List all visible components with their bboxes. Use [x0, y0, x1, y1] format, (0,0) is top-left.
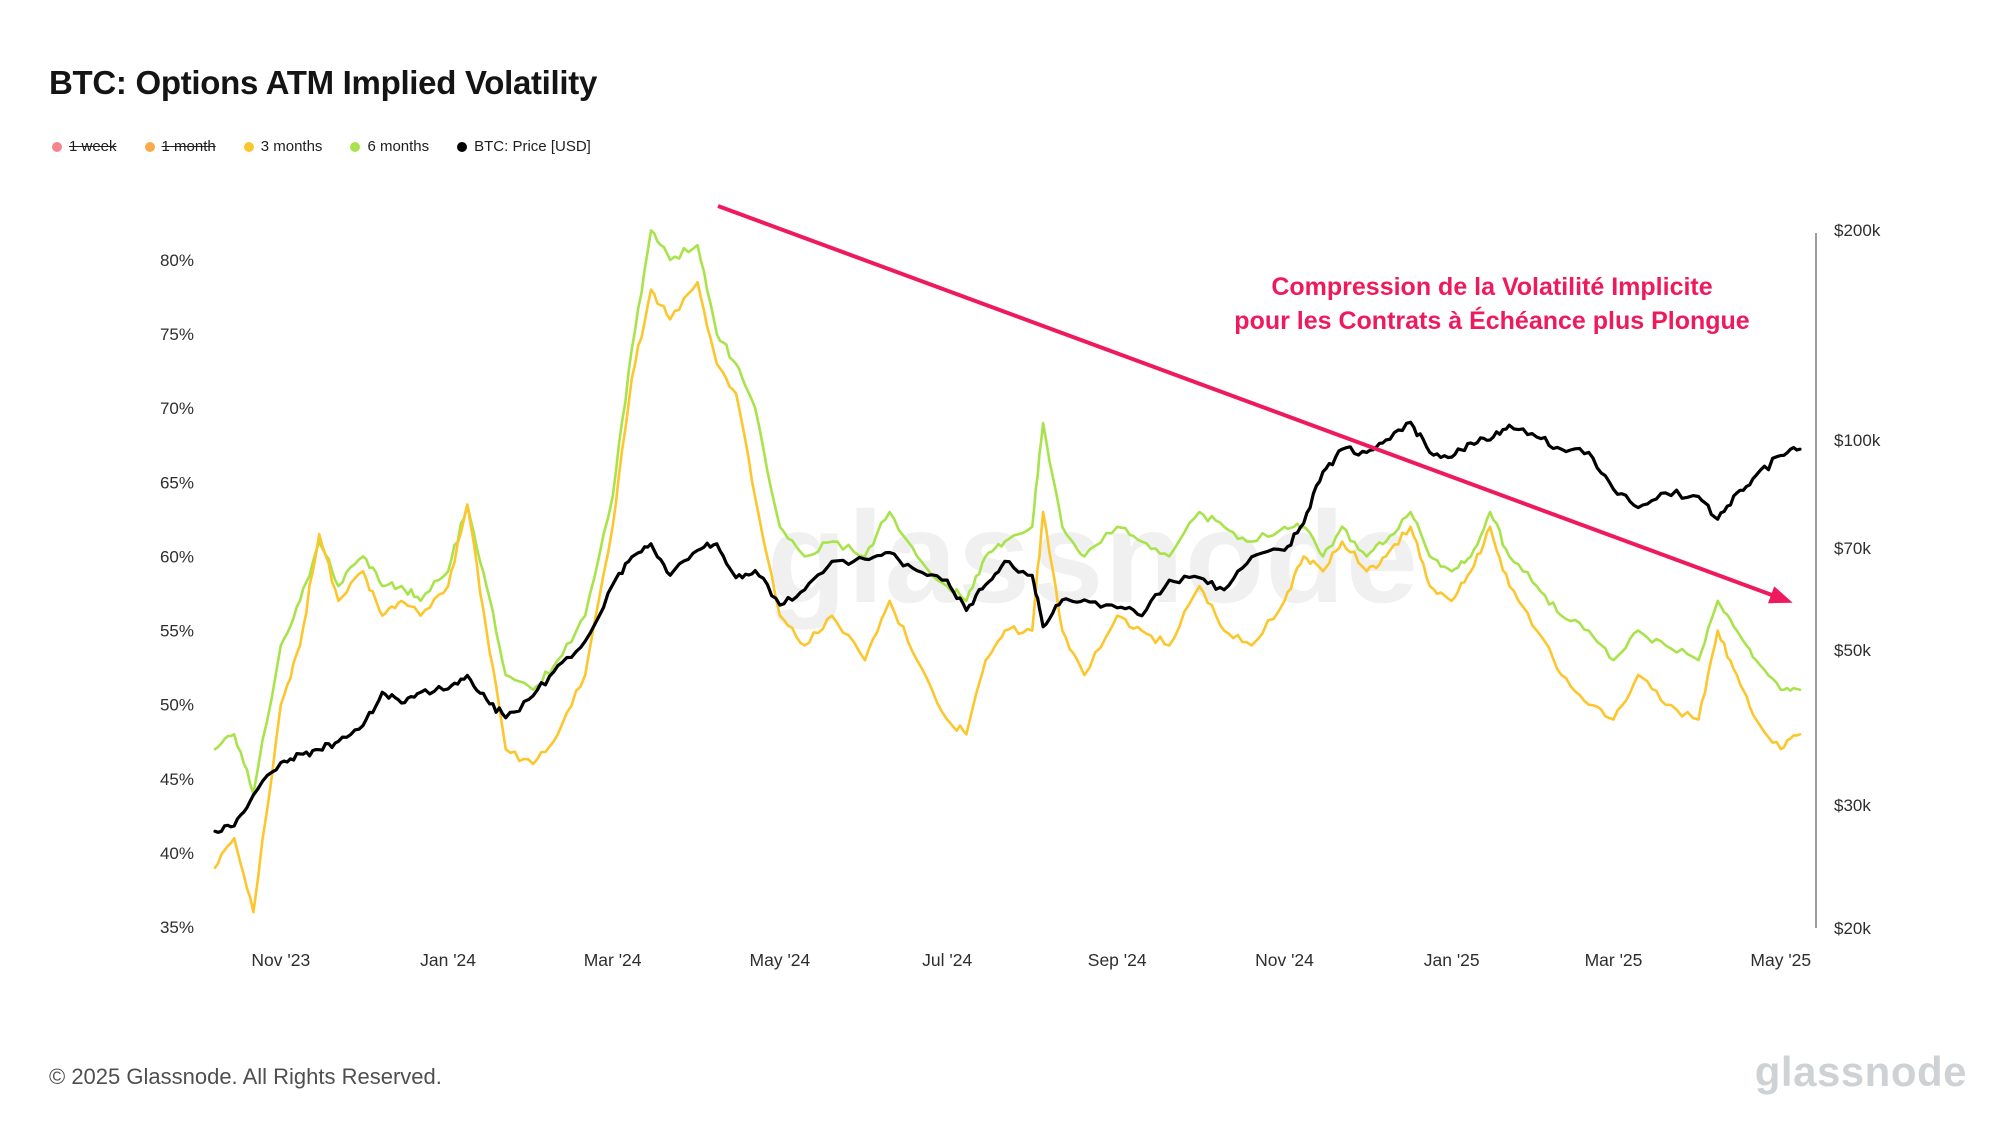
x-axis-label: Sep '24 [1088, 950, 1147, 970]
legend-item-6-months[interactable]: 6 months [350, 138, 429, 155]
legend-dot-icon [52, 141, 62, 152]
left-axis-label: 80% [160, 251, 194, 270]
annotation-line-1: Compression de la Volatilité Implicite [1271, 273, 1713, 301]
x-axis-label: May '24 [750, 950, 811, 970]
x-axis-label: Jan '25 [1424, 950, 1480, 970]
legend-dot-icon [243, 141, 254, 152]
legend-label: 3 months [260, 138, 323, 155]
right-axis-label: $100k [1834, 431, 1881, 450]
left-axis-label: 70% [160, 399, 194, 418]
x-axis-label: Mar '24 [584, 950, 642, 970]
series-line-3-months [213, 280, 1802, 914]
right-axis-label: $50k [1834, 641, 1871, 660]
x-axis-label: Jul '24 [922, 950, 972, 970]
legend-label: 1 week [69, 138, 117, 155]
right-axis-label: $30k [1834, 796, 1871, 815]
x-axis-label: Nov '24 [1255, 950, 1314, 970]
series-line-btc-price-usd [213, 420, 1802, 834]
x-axis-label: Mar '25 [1585, 950, 1643, 970]
right-axis-label: $200k [1834, 221, 1881, 240]
annotation-text: Compression de la Volatilité Implicite p… [1234, 270, 1749, 338]
left-axis-label: 55% [160, 622, 194, 641]
legend-item-1-month[interactable]: 1 month [144, 138, 216, 155]
page-title: BTC: Options ATM Implied Volatility [49, 64, 598, 102]
annotation-arrow [717, 204, 1793, 604]
x-axis-label: May '25 [1750, 950, 1811, 970]
legend-label: BTC: Price [USD] [474, 138, 591, 155]
right-axis-label: $20k [1834, 919, 1871, 938]
left-axis-label: 35% [160, 918, 194, 937]
chart-legend: 1 week 1 month 3 months 6 months BTC: Price … [52, 138, 591, 155]
left-axis-label: 60% [160, 547, 194, 566]
legend-item-btc-price-usd[interactable]: BTC: Price [USD] [457, 138, 591, 155]
legend-label: 6 months [367, 138, 430, 155]
right-axis-label: $70k [1834, 539, 1871, 558]
left-axis-label: 75% [160, 325, 194, 344]
legend-item-1-week[interactable]: 1 week [52, 138, 117, 155]
left-axis-label: 40% [160, 844, 194, 863]
x-axis-label: Nov '23 [251, 950, 310, 970]
left-axis-label: 50% [160, 696, 194, 715]
footer-copyright: © 2025 Glassnode. All Rights Reserved. [49, 1064, 442, 1089]
glassnode-logo: glassnode [1754, 1048, 1967, 1095]
legend-dot-icon [457, 141, 468, 152]
legend-dot-icon [144, 141, 155, 152]
x-axis-label: Jan '24 [420, 950, 476, 970]
legend-dot-icon [350, 141, 361, 152]
left-axis-label: 45% [160, 770, 194, 789]
legend-item-3-months[interactable]: 3 months [243, 138, 323, 155]
legend-label: 1 month [161, 138, 216, 155]
left-axis-label: 65% [160, 473, 194, 492]
annotation-line-2: pour les Contrats à Échéance plus Plongu… [1234, 307, 1750, 335]
